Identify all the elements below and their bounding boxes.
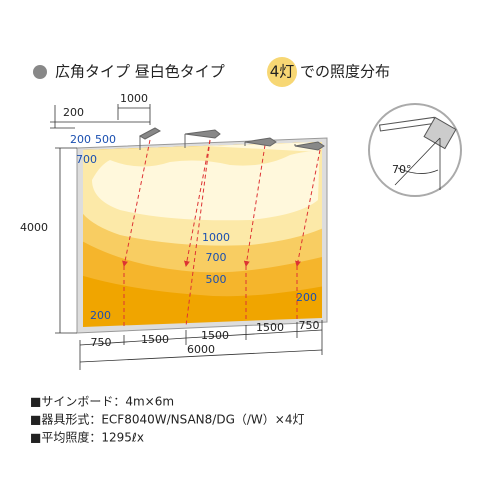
dimension-lines [50,104,323,370]
fixture [294,141,325,151]
dimension: 1500 [141,333,169,346]
dimension: 1000 [120,92,148,105]
title: 広角タイプ 昼白色タイプ [55,63,225,81]
fixture [184,129,221,148]
dimension: 1500 [201,329,229,342]
isolux-label: 200 [90,309,111,322]
beam [185,139,211,327]
beam [122,139,151,267]
inset [368,103,462,197]
beam [295,149,321,267]
dimension: 200 [63,106,84,119]
bullet [33,65,47,79]
title-suffix: での照度分布 [300,63,390,81]
badge: 4灯 [270,63,295,81]
angle-label: 70° [392,163,412,176]
badge-bg [267,57,297,87]
isolux-label: 500 [95,133,116,146]
isolux-label: 700 [76,153,97,166]
dimension: 6000 [187,343,215,356]
isolux-label: 700 [206,251,227,264]
spec: ■サインボード：4m×6m [30,395,174,409]
spec: ■平均照度：1295ℓx [30,430,144,445]
fixture [244,137,277,147]
fixture [138,127,162,150]
spec: ■器具形式：ECF8040W/NSAN8/DG（/W）×4灯 [30,413,304,427]
dimension: 750 [299,319,320,332]
board [76,127,328,334]
zone-top [92,142,320,221]
isolux-label: 1000 [202,231,230,244]
isolux-label: 200 [296,291,317,304]
dimension: 750 [91,336,112,349]
dimension: 1500 [256,321,284,334]
isolux-label: 500 [206,273,227,286]
beam [183,139,211,267]
isolux-label: 200 [70,133,91,146]
dimension: 4000 [20,221,48,234]
